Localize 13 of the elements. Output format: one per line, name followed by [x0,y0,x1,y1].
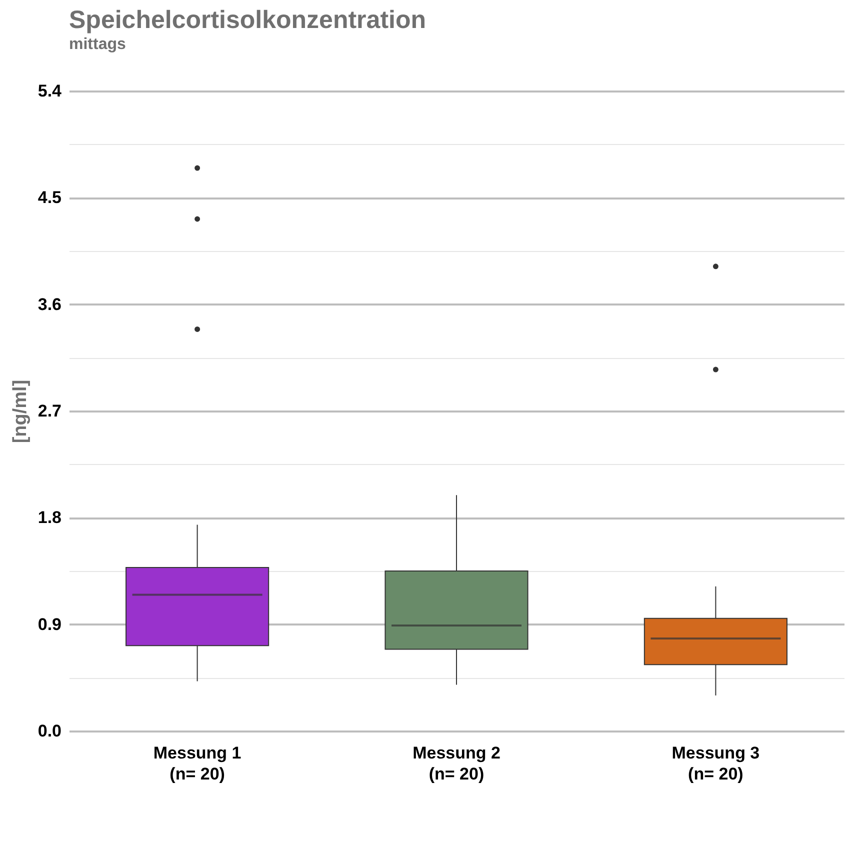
x-tick-label: Messung 3 (n= 20) [672,744,760,784]
y-tick-label: 0.0 [38,722,62,740]
y-axis-title: [ng/ml] [10,380,31,444]
y-tick-label: 0.9 [38,614,62,634]
y-tick-label: 1.8 [38,508,62,528]
y-tick-label: 3.6 [38,294,62,314]
chart-title: Speichelcortisolkonzentration [69,6,426,34]
y-tick-label: 4.5 [38,188,62,208]
chart-subtitle: mittags [69,36,126,53]
y-tick-label: 2.7 [38,402,62,420]
y-tick-label: 5.4 [38,82,62,100]
x-tick-label: Messung 1 (n= 20) [153,744,242,784]
x-tick-label: Messung 2 (n= 20) [412,744,500,784]
